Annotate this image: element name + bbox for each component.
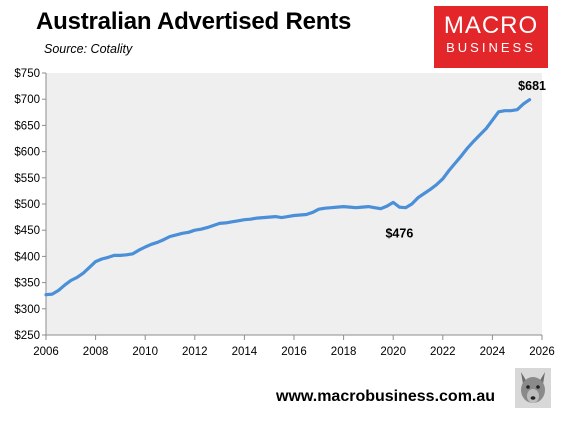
x-tick-label: 2008 [83,346,109,358]
x-tick-label: 2022 [430,346,456,358]
macrobusiness-logo: MACRO BUSINESS [434,6,548,68]
y-tick-label: $350 [14,278,40,290]
x-tick-label: 2012 [182,346,208,358]
y-tick-label: $750 [14,68,40,80]
y-axis: $250 $300 $350 $400 $450 $500 $550 $600 $650 $700… [14,68,47,342]
x-tick-label: 2024 [480,346,506,358]
plot-area [46,73,542,335]
x-tick-label: 2016 [281,346,307,358]
y-tick-label: $500 [14,199,40,211]
logo-line2: BUSINESS [446,40,536,55]
x-tick-label: 2006 [33,346,59,358]
x-tick-label: 2026 [529,346,555,358]
x-axis: 2006 2008 2010 2012 2014 2016 2018 2020 2022 2024… [33,334,555,358]
annotations: $681 $476 [385,79,546,240]
chart-subtitle: Source: Cotality [44,42,133,56]
logo-line1: MACRO [443,12,539,39]
x-tick-label: 2018 [331,346,357,358]
website-url: www.macrobusiness.com.au [276,388,496,405]
y-tick-label: $250 [14,330,40,342]
chart-title: Australian Advertised Rents [36,8,352,35]
x-tick-label: 2010 [132,346,158,358]
y-tick-label: $700 [14,94,40,106]
annotation-label: $681 [518,79,546,93]
y-tick-label: $450 [14,225,40,237]
y-tick-label: $300 [14,304,40,316]
y-tick-label: $600 [14,147,40,159]
y-tick-label: $400 [14,251,40,263]
y-tick-label: $650 [14,120,40,132]
x-tick-label: 2020 [380,346,406,358]
series-line-rents [44,98,532,297]
annotation-label: $476 [385,227,413,241]
wolf-icon [515,368,551,408]
x-tick-label: 2014 [232,346,258,358]
y-tick-label: $550 [14,173,40,185]
